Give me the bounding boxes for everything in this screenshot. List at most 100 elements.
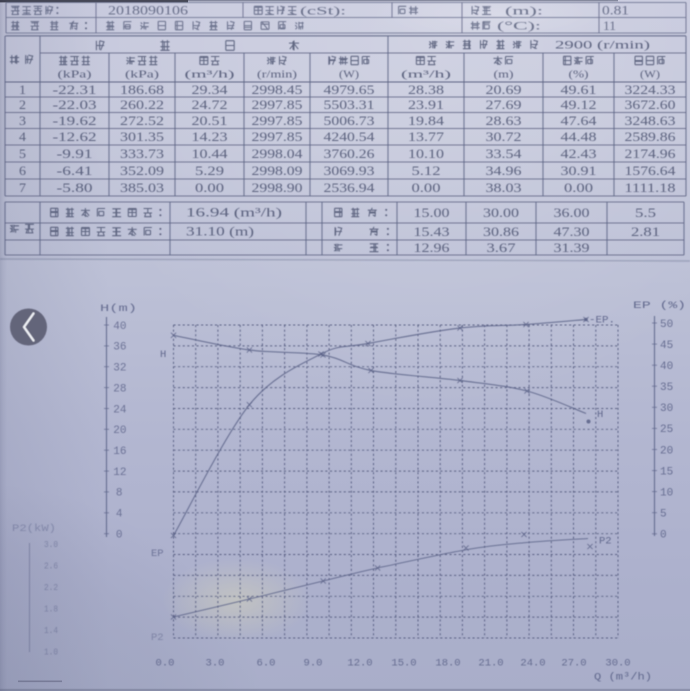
svg-text:10.10: 10.10 [408,146,444,161]
svg-text:-22.03: -22.03 [53,97,97,112]
svg-text:EP: EP [151,548,164,560]
svg-text:260.22: 260.22 [120,97,164,112]
svg-text:2536.94: 2536.94 [324,180,376,195]
svg-text:16: 16 [113,446,126,458]
svg-text:2900 (r/min): 2900 (r/min) [555,40,650,52]
svg-text:42.43: 42.43 [561,146,597,161]
svg-text:3.0: 3.0 [206,658,225,670]
svg-text:23.91: 23.91 [408,97,444,112]
svg-text:16.94 (m³/h): 16.94 (m³/h) [186,206,282,220]
svg-text:(kPa): (kPa) [58,69,92,81]
svg-text:10.44: 10.44 [192,146,229,161]
svg-text:-EP.: -EP. [589,315,615,327]
svg-text:H(m): H(m) [100,303,137,315]
svg-text:(r/min): (r/min) [257,69,297,81]
svg-text:28.63: 28.63 [486,113,522,128]
svg-text:12.96: 12.96 [414,240,451,255]
svg-text:2174.96: 2174.96 [625,146,677,161]
svg-text:5503.31: 5503.31 [324,97,375,112]
svg-text:2997.85: 2997.85 [252,113,303,128]
svg-text:0.0: 0.0 [156,658,175,670]
svg-text:1.8: 1.8 [44,604,58,615]
svg-text:1576.64: 1576.64 [625,163,677,178]
svg-text:25: 25 [660,424,673,436]
svg-text:-22.31: -22.31 [53,82,97,97]
svg-text:47.64: 47.64 [561,113,598,128]
svg-text:3: 3 [19,113,26,128]
svg-text:3760.26: 3760.26 [324,146,376,161]
svg-text:P2(kW): P2(kW) [12,523,56,535]
svg-text:29.34: 29.34 [192,82,229,97]
svg-text:P2: P2 [599,536,612,548]
svg-text:(m³/h): (m³/h) [185,69,236,81]
svg-text:4979.65: 4979.65 [324,82,375,97]
svg-text:9.0: 9.0 [304,658,323,670]
svg-text:2997.85: 2997.85 [252,97,303,112]
svg-text:21.0: 21.0 [478,658,503,670]
svg-text:(m³/h): (m³/h) [401,69,452,81]
svg-text:3.0: 3.0 [44,539,58,550]
svg-text:24: 24 [113,404,127,416]
svg-text:19.84: 19.84 [408,113,445,128]
svg-text:(W): (W) [339,69,359,81]
svg-text:28: 28 [113,383,126,395]
svg-text:H: H [160,349,166,361]
svg-text:2.2: 2.2 [44,582,58,593]
svg-text:1.4: 1.4 [44,625,58,636]
svg-text:2998.04: 2998.04 [252,146,304,161]
svg-text:(%): (%) [569,69,589,81]
svg-text:31.39: 31.39 [554,240,590,255]
svg-text:33.54: 33.54 [486,146,523,161]
svg-text:30: 30 [660,403,673,415]
svg-text:(m): (m) [494,69,514,81]
svg-text:-5.80: -5.80 [57,180,93,195]
svg-text:(m):: (m): [505,5,543,17]
svg-text:P2: P2 [151,632,164,644]
svg-text:5.12: 5.12 [412,163,441,178]
svg-text:2998.90: 2998.90 [252,180,303,195]
svg-text:2.6: 2.6 [44,561,58,572]
svg-text:30.0: 30.0 [605,658,630,670]
svg-text:4: 4 [116,509,123,521]
svg-text:27.0: 27.0 [561,658,586,670]
svg-text:2.81: 2.81 [631,224,660,239]
svg-text:EP (%): EP (%) [633,300,686,312]
svg-text:34.96: 34.96 [486,163,523,178]
svg-text:45: 45 [660,340,673,352]
svg-text:3.67: 3.67 [487,240,517,255]
svg-text:50: 50 [660,319,673,331]
svg-text:0.81: 0.81 [602,4,629,18]
svg-text:6: 6 [19,163,27,178]
svg-text:30.91: 30.91 [561,163,597,178]
svg-text:1111.18: 1111.18 [625,180,676,195]
svg-text:5: 5 [19,146,26,161]
svg-text:0: 0 [116,530,123,542]
svg-text:15: 15 [660,466,673,478]
svg-text:(W): (W) [640,69,660,81]
svg-text:8: 8 [116,488,123,500]
svg-text:3248.63: 3248.63 [625,113,676,128]
svg-text:35: 35 [660,382,673,394]
svg-text:(°C):: (°C): [497,21,541,33]
svg-text:13.77: 13.77 [408,129,445,144]
svg-text:5: 5 [660,509,667,521]
svg-text:31.10 (m): 31.10 (m) [186,225,254,239]
svg-text:-12.62: -12.62 [53,129,97,144]
svg-text:0.00: 0.00 [412,180,441,195]
svg-text:15.00: 15.00 [414,205,450,220]
svg-text:(kPa): (kPa) [125,69,159,81]
svg-text:-19.62: -19.62 [53,113,97,128]
svg-text:H: H [597,409,603,421]
svg-text:-6.41: -6.41 [57,163,93,178]
svg-text:36.00: 36.00 [554,205,590,220]
svg-text:-9.91: -9.91 [57,146,93,161]
svg-text:3224.33: 3224.33 [625,82,676,97]
svg-text:2997.85: 2997.85 [252,129,303,144]
svg-text:12: 12 [113,467,126,479]
svg-text:0.00: 0.00 [195,180,224,195]
svg-text:15.0: 15.0 [391,658,416,670]
svg-text:5.29: 5.29 [195,163,224,178]
svg-text:301.35: 301.35 [120,129,164,144]
svg-text:14.23: 14.23 [192,129,228,144]
svg-text:28.38: 28.38 [408,82,444,97]
